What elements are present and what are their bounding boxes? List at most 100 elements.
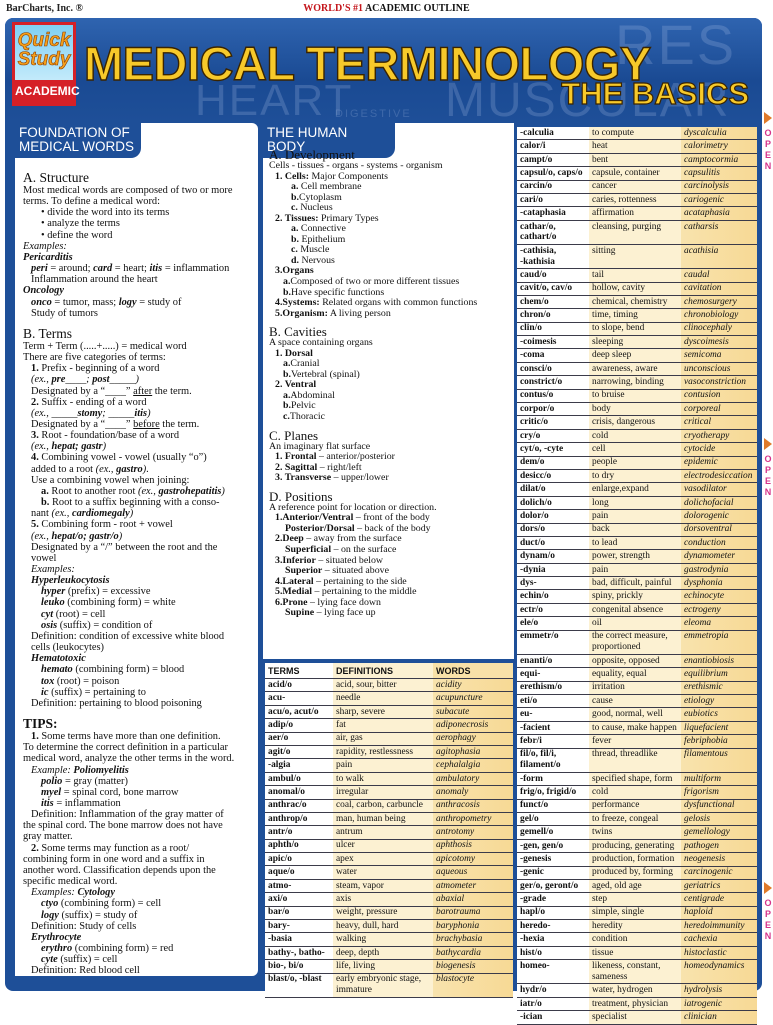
- text-line: 2.Deep – away from the surface: [269, 534, 510, 545]
- text-line: cyt (root) = cell: [23, 609, 252, 620]
- term-cell: axi/o: [265, 892, 333, 907]
- open-tab[interactable]: O P E N: [763, 438, 773, 498]
- definition-cell: producing, generating: [589, 839, 681, 854]
- table-row: ele/o oil eleoma: [517, 616, 757, 631]
- text-segment: .: [146, 463, 149, 475]
- term-cell: carcin/o: [517, 180, 589, 194]
- definition-cell: aged, old age: [589, 879, 681, 894]
- text-line: c. Muscle: [269, 245, 510, 256]
- table-row: aphth/o ulcer aphthosis: [265, 839, 513, 854]
- open-tab[interactable]: O P E N: [763, 112, 773, 172]
- text-segment: • define the word: [41, 229, 113, 241]
- term-cell: ele/o: [517, 616, 589, 631]
- example-word-cell: semicoma: [681, 348, 757, 363]
- term-cell: acid/o: [265, 678, 333, 693]
- text-line: Definition: pertaining to blood poisonin…: [23, 698, 252, 709]
- table-row: hapl/o simple, single haploid: [517, 906, 757, 921]
- text-segment: Superior: [285, 565, 323, 577]
- table-header-row: TERMS DEFINITIONS WORDS: [265, 663, 513, 679]
- example-word-cell: dyscoimesis: [681, 335, 757, 350]
- text-line: osis (suffix) = condition of: [23, 620, 252, 631]
- example-word-cell: clinocephaly: [681, 322, 757, 337]
- example-word-cell: caudal: [681, 268, 757, 283]
- example-word-cell: centigrade: [681, 892, 757, 907]
- text-segment: Cell membrane: [298, 181, 362, 193]
- open-tab[interactable]: O P E N: [763, 882, 773, 942]
- table-row: apic/o apex apicotomy: [265, 852, 513, 867]
- text-segment: 3. Transverse: [275, 472, 332, 484]
- text-line: a. Cell membrane: [269, 181, 510, 193]
- example-word-cell: iatrogenic: [681, 997, 757, 1012]
- open-label: O P E N: [764, 454, 772, 497]
- text-segment: _____): [109, 374, 139, 386]
- watermark-word: MUSCULAR: [445, 74, 731, 122]
- term-cell: anomal/o: [265, 785, 333, 800]
- text-line: Designated by a “____” after the term.: [23, 386, 252, 397]
- text-segment: ): [221, 485, 225, 497]
- text-segment: osis: [41, 619, 58, 631]
- example-word-cell: febriphobia: [681, 734, 757, 749]
- example-word-cell: apicotomy: [433, 852, 513, 867]
- table-row: cathar/o, cathart/o cleansing, purging cat…: [517, 220, 757, 245]
- text-segment: b.: [291, 191, 299, 203]
- text-segment: Oncology: [23, 285, 64, 297]
- text-segment: 1.Anterior/Ventral: [275, 512, 354, 524]
- table-row: emmetr/o the correct measure, proportione…: [517, 630, 757, 655]
- term-cell: dem/o: [517, 456, 589, 470]
- text-segment: • analyze the terms: [41, 218, 120, 230]
- text-segment: = heart;: [112, 263, 150, 275]
- example-word-cell: clinician: [681, 1010, 757, 1025]
- logo-quick: Quick: [17, 30, 71, 51]
- example-word-cell: adiponecrosis: [433, 718, 513, 733]
- text-segment: Cells - tissues - organs - systems - org…: [269, 160, 443, 171]
- definition-cell: antrum: [333, 825, 433, 840]
- text-segment: peri: [31, 263, 48, 275]
- term-cell: dolich/o: [517, 496, 589, 511]
- col-header-terms: TERMS: [265, 663, 333, 679]
- text-segment: card: [93, 263, 113, 275]
- example-word-cell: calorimetry: [681, 139, 757, 154]
- term-cell: constrict/o: [517, 375, 589, 390]
- term-cell: -genic: [517, 866, 589, 880]
- text-line: 2. Ventral: [269, 380, 510, 391]
- example-word-cell: cryotherapy: [681, 429, 757, 444]
- section-heading: A. Structure: [23, 171, 252, 185]
- term-cell: -gen, gen/o: [517, 839, 589, 854]
- definition-cell: deep sleep: [589, 348, 681, 363]
- table-row: homeo-likeness, constant, sameness homeod…: [517, 959, 757, 985]
- definition-cell: production, formation: [589, 852, 681, 867]
- example-word-cell: dolichofacial: [681, 496, 757, 511]
- table-row: hydr/o water, hydrogen hydrolysis: [517, 983, 757, 998]
- table-row: febr/i fever febriphobia: [517, 734, 757, 749]
- definition-cell: sitting: [589, 244, 681, 270]
- definition-cell: cold: [589, 785, 681, 800]
- term-cell: -algia: [265, 758, 333, 773]
- foundation-content: A. Structure Most medical words are compo…: [15, 171, 258, 977]
- example-word-cell: dynamometer: [681, 549, 757, 564]
- text-line: 1.Anterior/Ventral – front of the body: [269, 513, 510, 524]
- example-word-cell: dysphonia: [681, 576, 757, 591]
- section-heading: TIPS:: [23, 717, 252, 731]
- text-line: Posterior/Dorsal – back of the body: [269, 523, 510, 535]
- text-segment: ic: [41, 686, 49, 698]
- text-segment: Erythrocyte: [31, 931, 82, 943]
- definition-cell: water, hydrogen: [589, 983, 681, 998]
- definition-cell: axis: [333, 892, 433, 907]
- example-word-cell: barotrauma: [433, 906, 513, 921]
- tagline-text: ACADEMIC OUTLINE: [363, 3, 470, 14]
- text-line: b.Have specific functions: [269, 287, 510, 299]
- term-cell: -genesis: [517, 852, 589, 867]
- text-segment: ; _____: [102, 407, 135, 419]
- definition-cell: cell: [589, 442, 681, 457]
- orange-triangle-icon: [764, 438, 772, 450]
- table-row: critic/o crisis, dangerous critical: [517, 415, 757, 430]
- text-line: b.Cytoplasm: [269, 191, 510, 204]
- text-segment: (suffix) = condition of: [57, 619, 153, 631]
- text-segment: tox: [41, 675, 55, 687]
- text-line: hemato (combining form) = blood: [23, 664, 252, 675]
- text-segment: Definition: Inflammation of the gray mat…: [31, 809, 224, 821]
- text-line: Examples:: [23, 241, 252, 252]
- text-segment: = study of: [136, 296, 182, 308]
- definition-cell: body: [589, 402, 681, 417]
- term-cell: fil/o, fil/i, filament/o: [517, 748, 589, 773]
